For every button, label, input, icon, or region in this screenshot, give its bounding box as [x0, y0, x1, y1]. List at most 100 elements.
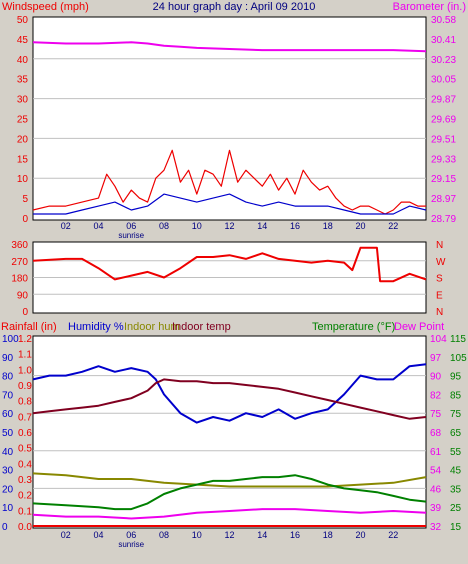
- windspeed-axis-title: Windspeed (mph): [2, 1, 89, 13]
- rainfall-tick-12: 1.2: [18, 334, 32, 345]
- windspeed-tick-7: 35: [17, 75, 29, 86]
- humidity-line: [32, 363, 427, 424]
- x-tick-bottom-10: 22: [388, 530, 398, 540]
- dew-point-line: [32, 508, 427, 520]
- barometer-tick-6: 29.87: [431, 95, 456, 106]
- barometer-line: [32, 41, 427, 53]
- x-tick-top-0: 02: [61, 221, 71, 231]
- temperature-line: [32, 474, 427, 511]
- rainfall-tick-7: 0.7: [18, 412, 32, 423]
- barometer-axis-title: Barometer (in.): [393, 1, 466, 13]
- temperature-tick-7: 85: [450, 390, 462, 401]
- rainfall-tick-2: 0.2: [18, 491, 32, 502]
- temperature-tick-10: 115: [450, 334, 466, 345]
- x-tick-bottom-6: 14: [257, 530, 267, 540]
- indoor-temp-line: [32, 378, 427, 420]
- rainfall-tick-5: 0.5: [18, 444, 32, 455]
- barometer-tick-3: 29.33: [431, 154, 456, 165]
- barometer-tick-10: 30.58: [431, 15, 456, 26]
- x-tick-bottom-4: 10: [192, 530, 202, 540]
- legend-indoor-temp: Indoor temp: [172, 321, 231, 333]
- x-tick-top-7: 16: [290, 221, 300, 231]
- rainfall-tick-6: 0.6: [18, 428, 32, 439]
- legend-humidity: Humidity %: [68, 321, 124, 333]
- wind_speed-line: [32, 149, 426, 215]
- x-tick-bottom-5: 12: [224, 530, 234, 540]
- barometer-tick-1: 28.97: [431, 194, 456, 205]
- dewpoint-tick-4: 61: [430, 447, 442, 458]
- legend-indoor-hum: Indoor hum: [124, 321, 180, 333]
- barometer-tick-4: 29.51: [431, 134, 456, 145]
- temperature-tick-9: 105: [450, 353, 467, 364]
- humidity-tick-9: 90: [2, 353, 14, 364]
- windspeed-tick-3: 15: [17, 154, 29, 165]
- x-tick-top-5: 12: [224, 221, 234, 231]
- direction-tick-4: 0: [22, 307, 28, 318]
- legend-temperature: Temperature (°F): [312, 321, 395, 333]
- direction-tick-0: 360: [11, 240, 28, 251]
- legend-rainfall: Rainfall (in): [1, 321, 57, 333]
- compass-label-2: S: [436, 274, 443, 285]
- temp-hum-plot-area: [32, 335, 427, 529]
- compass-label-3: E: [436, 290, 443, 301]
- barometer-tick-5: 29.69: [431, 115, 456, 126]
- humidity-tick-4: 40: [2, 447, 14, 458]
- x-tick-bottom-9: 20: [355, 530, 365, 540]
- x-tick-top-1: 04: [93, 221, 103, 231]
- x-tick-top-10: 22: [388, 221, 398, 231]
- rainfall-tick-10: 1.0: [18, 365, 32, 376]
- x-tick-bottom-3: 08: [159, 530, 169, 540]
- direction-tick-2: 180: [11, 274, 28, 285]
- indoor-hum-line: [32, 472, 427, 488]
- humidity-tick-8: 80: [2, 372, 14, 383]
- temperature-tick-6: 75: [450, 409, 462, 420]
- windspeed-tick-10: 50: [17, 15, 29, 26]
- x-tick-top-6: 14: [257, 221, 267, 231]
- temperature-tick-5: 65: [450, 428, 462, 439]
- x-tick-bottom-2: 06: [126, 530, 136, 540]
- dewpoint-tick-6: 75: [430, 409, 442, 420]
- windspeed-tick-9: 45: [17, 35, 29, 46]
- dewpoint-tick-9: 97: [430, 353, 442, 364]
- temperature-tick-2: 35: [450, 484, 462, 495]
- direction-tick-3: 90: [17, 290, 29, 301]
- barometer-tick-2: 29.15: [431, 174, 456, 185]
- temperature-tick-0: 15: [450, 522, 462, 533]
- dewpoint-tick-3: 54: [430, 466, 442, 477]
- wind_avg-line: [33, 193, 427, 215]
- rainfall-tick-1: 0.1: [18, 506, 32, 517]
- rainfall-tick-11: 1.1: [18, 350, 32, 361]
- humidity-tick-7: 70: [2, 390, 14, 401]
- windspeed-tick-8: 40: [17, 55, 29, 66]
- dewpoint-tick-5: 68: [430, 428, 442, 439]
- compass-label-0: N: [436, 240, 443, 251]
- direction-tick-1: 270: [11, 257, 28, 268]
- rainfall-tick-3: 0.3: [18, 475, 32, 486]
- humidity-tick-6: 60: [2, 409, 14, 420]
- windspeed-tick-4: 20: [17, 134, 29, 145]
- windspeed-tick-0: 0: [22, 214, 28, 225]
- legend-dew-point: Dew Point: [394, 321, 444, 333]
- humidity-tick-3: 30: [2, 466, 14, 477]
- windspeed-tick-1: 5: [22, 194, 28, 205]
- humidity-tick-0: 0: [2, 522, 8, 533]
- humidity-tick-10: 100: [2, 334, 19, 345]
- humidity-tick-1: 10: [2, 503, 14, 514]
- windspeed-tick-2: 10: [17, 174, 29, 185]
- barometer-tick-8: 30.23: [431, 55, 456, 66]
- temperature-tick-3: 45: [450, 466, 462, 477]
- windspeed-tick-5: 25: [17, 115, 29, 126]
- dewpoint-tick-7: 82: [430, 390, 442, 401]
- dewpoint-tick-2: 46: [430, 484, 442, 495]
- dewpoint-tick-10: 104: [430, 334, 447, 345]
- sunrise-label-top: sunrise: [118, 231, 144, 240]
- humidity-tick-5: 50: [2, 428, 14, 439]
- x-tick-top-4: 10: [192, 221, 202, 231]
- rainfall-tick-4: 0.4: [18, 459, 32, 470]
- barometer-tick-9: 30.41: [431, 35, 456, 46]
- temperature-tick-1: 25: [450, 503, 462, 514]
- dewpoint-tick-1: 39: [430, 503, 442, 514]
- dewpoint-tick-0: 32: [430, 522, 442, 533]
- dewpoint-tick-8: 90: [430, 372, 442, 383]
